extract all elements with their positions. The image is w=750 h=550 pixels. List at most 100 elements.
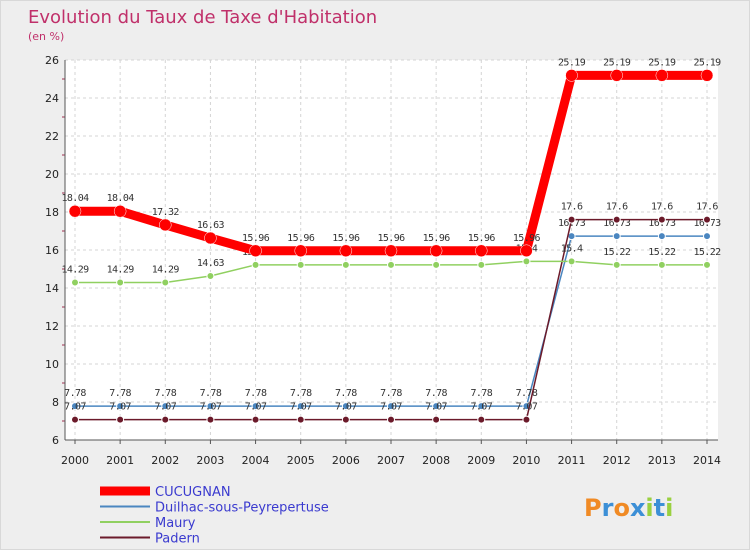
data-label: 15.96 [513, 233, 541, 244]
x-tick-label: 2009 [467, 454, 495, 467]
data-point [251, 415, 260, 424]
data-label: 15.96 [242, 233, 270, 244]
data-label: 7.07 [245, 402, 267, 413]
logo-letter: r [602, 494, 614, 522]
data-label: 15.96 [423, 233, 451, 244]
data-point [429, 244, 443, 258]
x-tick-label: 2000 [61, 454, 89, 467]
data-label: 7.07 [425, 402, 447, 413]
data-point [71, 415, 79, 424]
data-label: 17.6 [696, 202, 718, 213]
data-point [567, 257, 576, 266]
logo-letter: t [654, 494, 665, 522]
data-label: 17.32 [152, 207, 180, 218]
data-label: 15.4 [561, 243, 583, 254]
series-padern: 7.07 7.07 7.07 7.07 7.07 7.07 7.07 7.07 7.07 7.07… [64, 202, 719, 424]
data-point [610, 69, 623, 82]
data-point [477, 402, 486, 411]
legend-label: Padern [155, 532, 200, 547]
y-tick-label: 16 [45, 244, 59, 257]
x-tick-label: 2012 [603, 454, 631, 467]
legend-label: Duilhac-sous-Peyrepertuse [155, 501, 329, 516]
data-label: 7.78 [109, 388, 131, 399]
data-label: 15.22 [648, 247, 676, 258]
data-point [341, 260, 350, 269]
data-point [339, 244, 353, 258]
data-point [296, 402, 305, 411]
data-label: 25.19 [693, 57, 721, 68]
data-point [384, 244, 398, 258]
data-label: 18.04 [107, 193, 135, 204]
y-tick-label: 20 [45, 168, 59, 181]
chart-unit: (en %) [28, 30, 64, 43]
y-tick-label: 6 [52, 434, 59, 447]
data-label: 7.07 [335, 402, 357, 413]
series-cucugnan: 18.04 18.04 17.32 16.63 15.96 15.96 15.96 15.96… [61, 57, 722, 258]
data-label: 15.96 [377, 233, 405, 244]
data-label: 7.07 [290, 402, 312, 413]
x-tick-label: 2011 [558, 454, 586, 467]
data-label: 16.73 [603, 218, 631, 229]
logo-letter: P [584, 494, 602, 522]
data-point [522, 415, 531, 424]
x-tick-label: 2006 [332, 454, 360, 467]
data-label: 15.22 [693, 247, 721, 258]
axes: 6 8 10 12 14 16 18 20 22 24 26 2000 2001 2002 2003 2004… [45, 54, 721, 467]
data-label: 7.07 [154, 402, 176, 413]
data-point [116, 415, 125, 424]
data-label: 17.6 [561, 202, 583, 213]
chart-title: Evolution du Taux de Taxe d'Habitation [28, 7, 377, 28]
data-label: 7.07 [470, 402, 492, 413]
data-point [387, 415, 395, 424]
y-tick-label: 14 [45, 282, 59, 295]
data-point [387, 402, 395, 411]
data-label: 14.29 [107, 264, 135, 275]
data-label: 7.07 [200, 402, 222, 413]
data-point [341, 415, 350, 424]
logo-letter: i [665, 494, 673, 522]
logo-text: Proxiti [584, 494, 673, 522]
data-point [161, 278, 170, 287]
data-label: 17.6 [651, 202, 673, 213]
series-duilhac-sous-peyrepertuse: 7.78 7.78 7.78 7.78 7.78 7.78 7.78 7.78 7.78 7.78… [64, 218, 722, 411]
data-label: 14.29 [152, 264, 180, 275]
data-point [113, 204, 127, 218]
data-point [116, 402, 125, 411]
data-point [68, 204, 82, 218]
data-point [565, 69, 578, 82]
data-point [251, 260, 260, 269]
y-tick-label: 8 [52, 396, 59, 409]
data-label: 7.07 [109, 402, 131, 413]
data-point [161, 402, 170, 411]
x-tick-label: 2001 [106, 454, 134, 467]
data-point [341, 402, 350, 411]
data-point [387, 260, 395, 269]
plot-area: 7.78 7.78 7.78 7.78 7.78 7.78 7.78 7.78 7.78 7.78… [61, 57, 722, 424]
data-label: 16.63 [197, 220, 225, 231]
data-label: 7.78 [335, 388, 357, 399]
data-label: 15.96 [332, 233, 360, 244]
y-tick-label: 12 [45, 320, 59, 333]
logo-letter: o [613, 494, 630, 522]
data-label: 7.78 [64, 388, 86, 399]
data-label: 16.73 [648, 218, 676, 229]
data-point [657, 215, 666, 224]
data-label: 25.19 [648, 57, 676, 68]
data-point [475, 244, 488, 258]
data-point [71, 402, 79, 411]
data-label: 7.07 [64, 402, 86, 413]
x-tick-label: 2007 [377, 454, 405, 467]
data-point [432, 415, 441, 424]
data-label: 7.78 [290, 388, 312, 399]
data-point [159, 218, 172, 232]
data-point [700, 69, 714, 82]
data-label: 7.07 [516, 402, 538, 413]
data-label: 15.96 [287, 233, 315, 244]
data-label: 7.78 [516, 388, 538, 399]
data-point [657, 260, 666, 269]
logo-letter: x [630, 494, 646, 522]
data-point [477, 260, 486, 269]
x-tick-label: 2005 [287, 454, 315, 467]
